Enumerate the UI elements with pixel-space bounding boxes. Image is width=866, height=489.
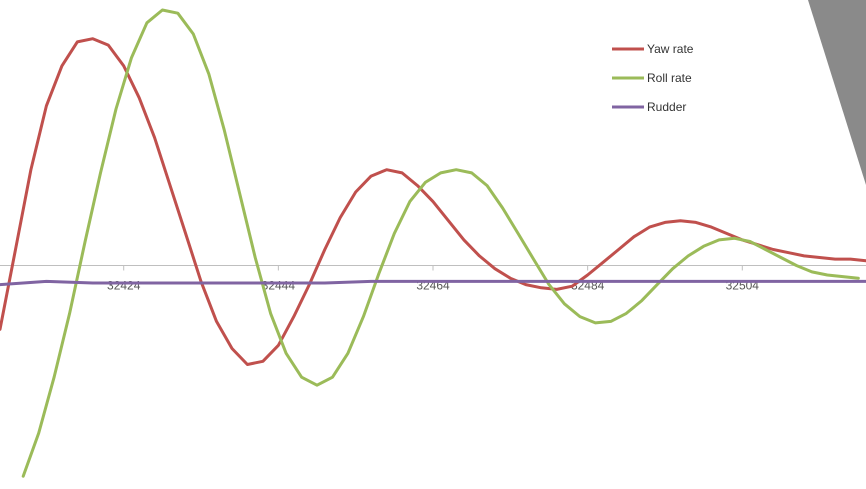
legend-label: Rudder — [647, 100, 686, 114]
series-line-roll-rate — [21, 8, 860, 478]
axis-layer: 32424 32444 32464 32484 32504 — [0, 264, 866, 292]
series-layer — [0, 8, 866, 478]
series-line-rudder — [0, 279, 866, 287]
slide-corner-decoration — [808, 0, 866, 185]
x-tick-label: 32444 — [262, 278, 296, 292]
legend-label: Yaw rate — [647, 42, 694, 56]
series-line-yaw-rate — [0, 37, 866, 366]
legend: Yaw rate Roll rate Rudder — [612, 42, 694, 114]
legend-label: Roll rate — [647, 71, 692, 85]
x-tick-label: 32424 — [107, 278, 141, 292]
